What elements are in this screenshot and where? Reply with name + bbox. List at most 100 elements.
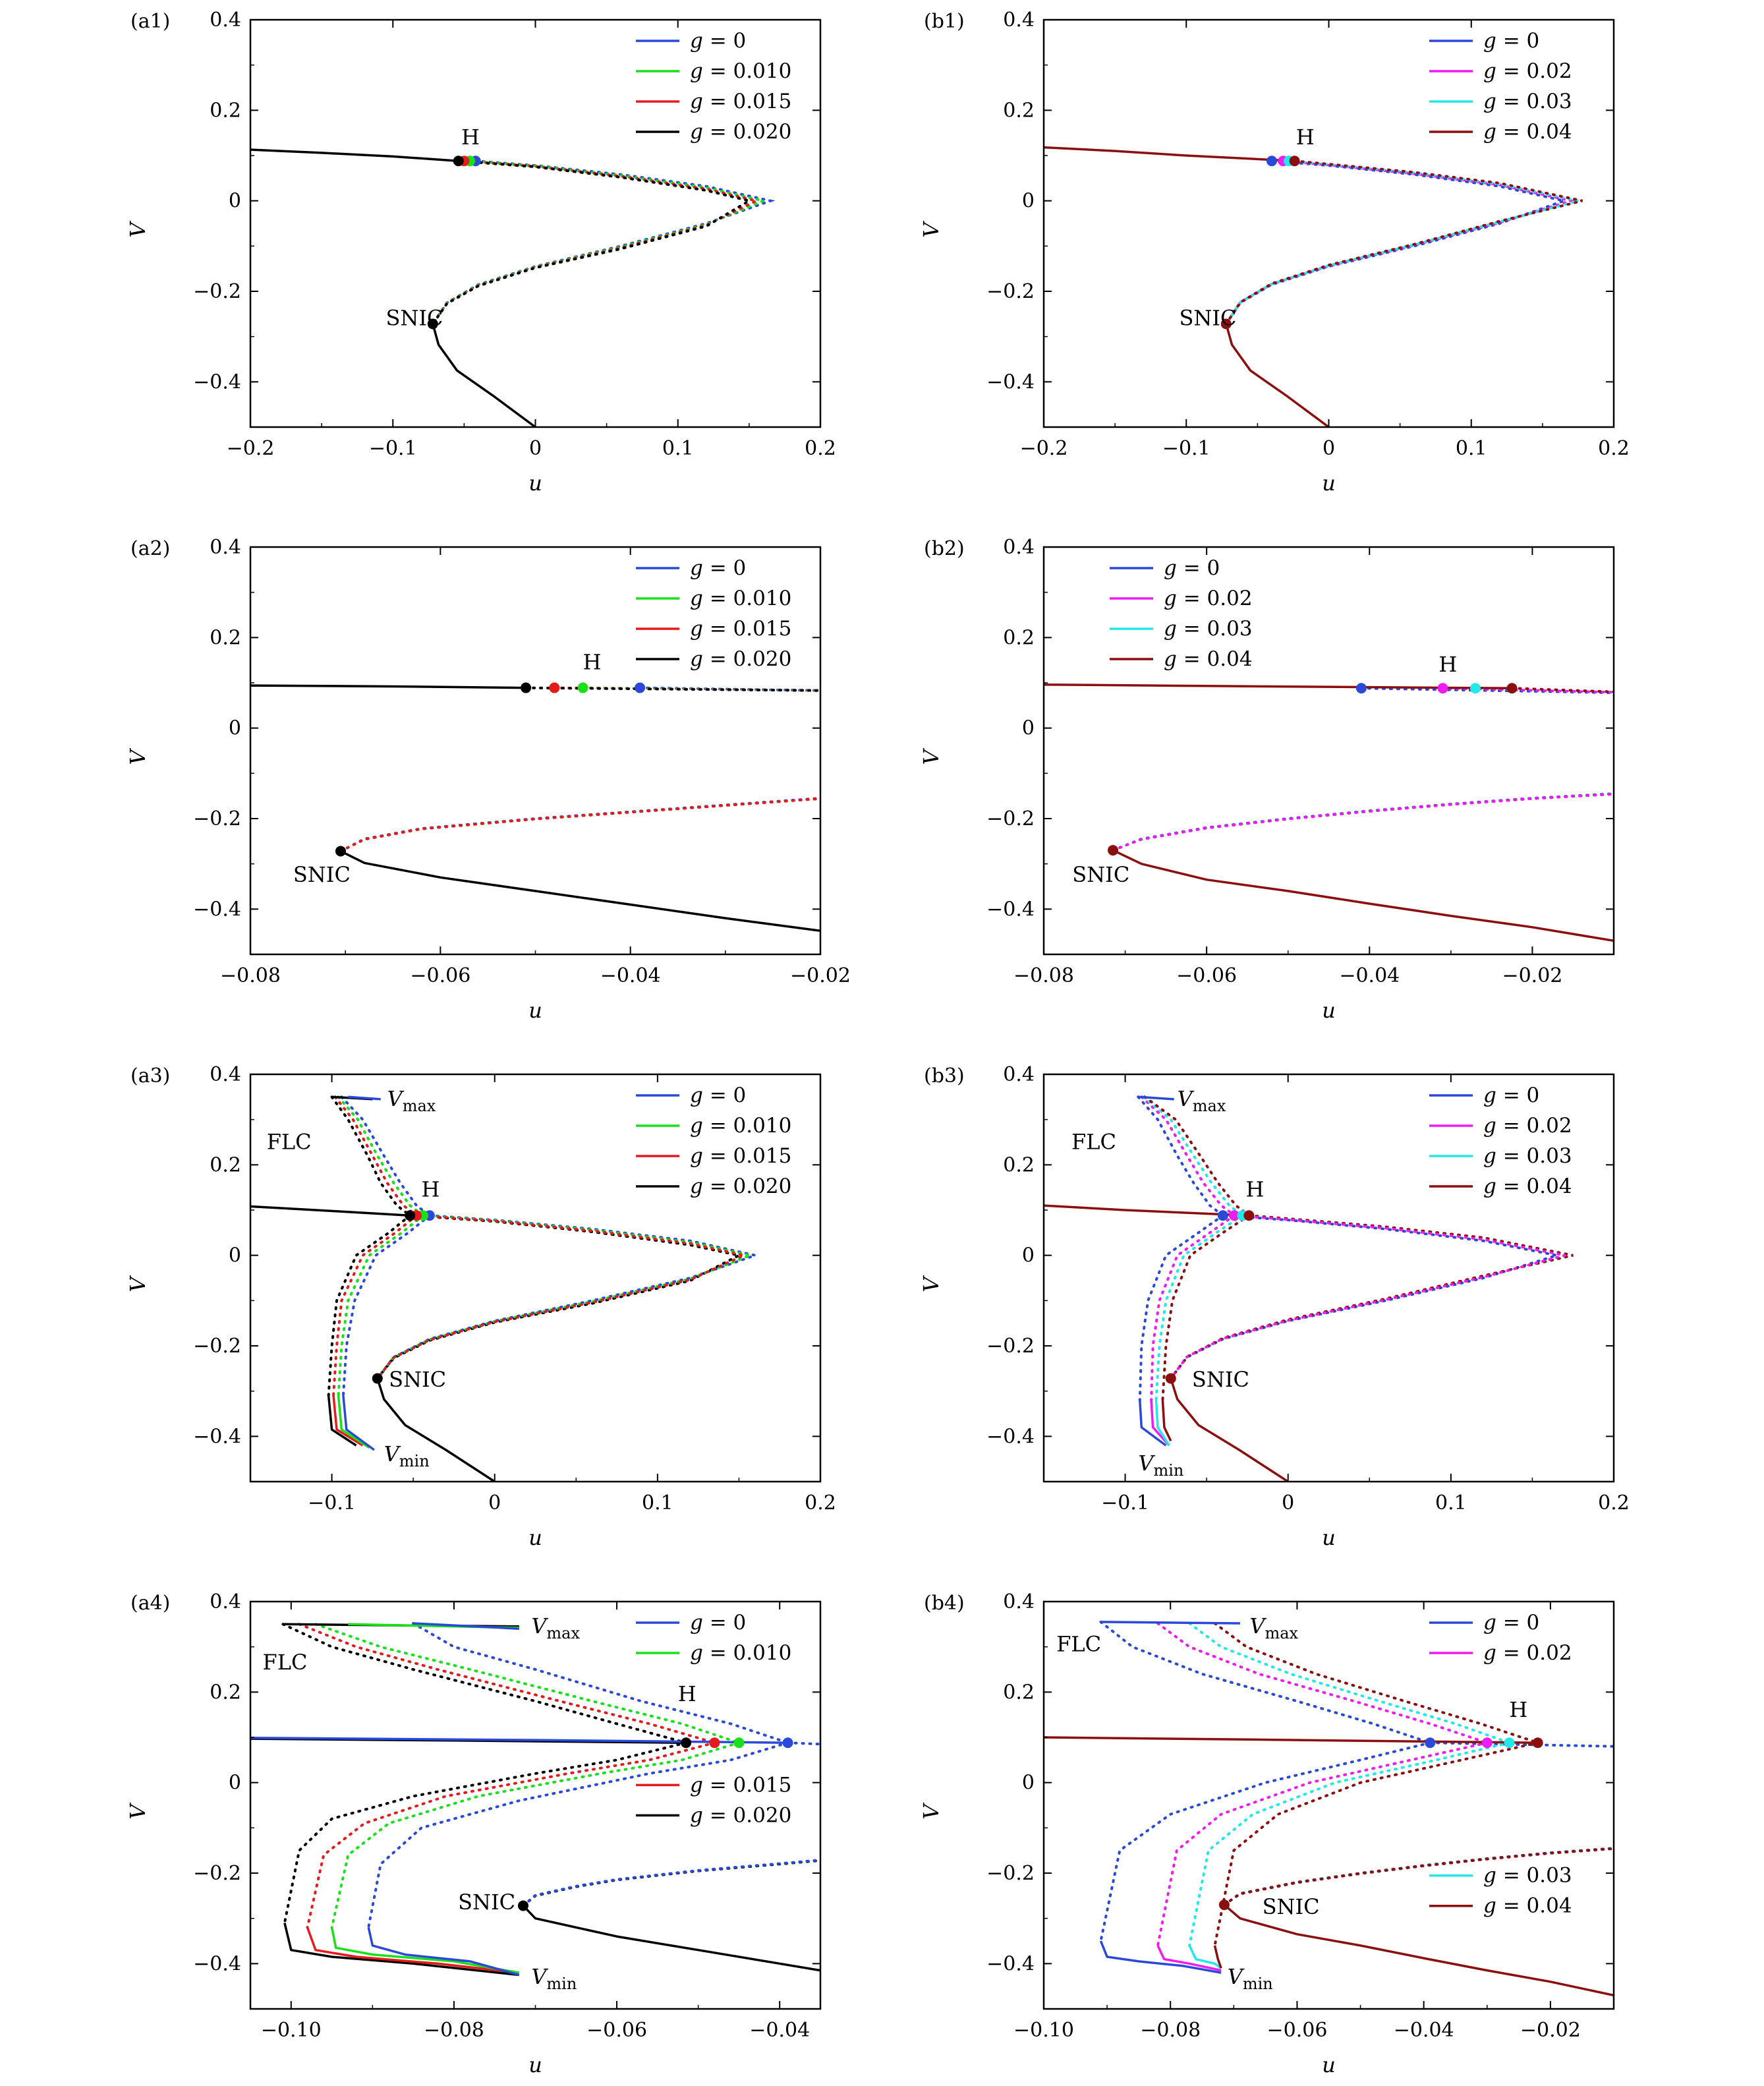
y-tick-label: 0.2 [1003, 1153, 1035, 1176]
unstable-branch-red [306, 1741, 716, 1929]
plot-frame [1042, 1073, 1615, 1483]
annotation-h: H [678, 1681, 697, 1706]
legend-label: g = 0.020 [690, 1803, 791, 1827]
unstable-branch-blue [1099, 1620, 1432, 1745]
bifurcation-point-darkred [1243, 1210, 1255, 1221]
unstable-branch-green [314, 1623, 741, 1745]
plot-area [250, 1622, 820, 1977]
y-tick-label: −0.2 [986, 807, 1035, 830]
y-tick-label: 0.4 [1003, 536, 1035, 559]
stable-branch-green [337, 1395, 370, 1449]
bifurcation-point-blue [782, 1737, 793, 1749]
x-tick-label: 0 [1282, 1492, 1294, 1515]
unstable-branch-magenta [1156, 1741, 1489, 1947]
legend-secondary: g = 0.015 g = 0.020 [636, 1773, 791, 1827]
bifurcation-point-darkred [1218, 1899, 1230, 1911]
stable-branch-black [376, 1377, 496, 1482]
unstable-branch-blue [376, 1214, 760, 1380]
legend-label: g = 0.03 [1483, 90, 1572, 113]
y-tick-label: −0.4 [986, 1425, 1035, 1448]
stable-branch-blue [413, 1622, 519, 1630]
y-tick-label: −0.4 [193, 370, 241, 393]
y-tick-label: 0.4 [1003, 1063, 1035, 1086]
y-tick-label: −0.4 [986, 1952, 1035, 1975]
panel-a4: −0.10 −0.08 −0.06 −0.04 −0.4 −0.2 0 0.2 0.4 u V (a4… [125, 1590, 822, 2077]
bifurcation-point-blue [1266, 156, 1277, 167]
y-tick-label: −0.2 [193, 807, 241, 830]
legend: g = 0 g = 0.02 g = 0.03 g = 0.04 [1110, 556, 1253, 671]
x-tick-label: −0.1 [369, 437, 417, 460]
stable-branch-darkred [1112, 849, 1614, 942]
plot-area [1044, 683, 1614, 942]
stable-branch-cyan [1154, 1400, 1170, 1447]
y-axis-label: V [919, 221, 944, 238]
v-max-label: Vmax [387, 1086, 436, 1115]
y-tick-label: 0 [229, 190, 241, 213]
panel-label: (a1) [130, 10, 170, 33]
y-tick-label: 0.2 [1003, 1681, 1035, 1704]
legend: g = 0 g = 0.02 [1429, 1611, 1572, 1665]
bifurcation-point-red [549, 682, 560, 693]
stable-branch-blue [342, 1395, 375, 1451]
legend-label: g = 0.020 [690, 647, 791, 671]
legend-label: g = 0.020 [690, 1174, 791, 1198]
unstable-branch-cyan [1141, 1095, 1244, 1217]
y-tick-label: 0.2 [1003, 99, 1035, 122]
stable-branch-darkred [1044, 146, 1295, 162]
plot-frame [249, 1073, 822, 1483]
annotation-snic: SNIC [385, 306, 443, 331]
y-tick-label: 0.4 [1003, 9, 1035, 32]
bifurcation-point-cyan [1504, 1737, 1515, 1749]
y-axis-label: V [125, 1803, 150, 1820]
plot-area [1044, 1095, 1574, 1482]
panel-a1: −0.2 −0.1 0 0.1 0.2 −0.4 −0.2 0 0.2 0.4 u V (a1) H SNI… [125, 9, 836, 496]
unstable-branch-red [339, 797, 820, 853]
unstable-branch-green [376, 1214, 755, 1380]
bifurcation-point-black [517, 1900, 528, 1911]
legend: g = 0 g = 0.02 g = 0.03 g = 0.04 [1429, 1084, 1572, 1198]
plot-area [1044, 146, 1583, 427]
x-tick-label: −0.04 [1394, 2019, 1454, 2042]
x-tick-label: −0.1 [308, 1492, 356, 1515]
legend-label: g = 0 [690, 1084, 746, 1107]
x-tick-label: 0.2 [805, 437, 836, 460]
x-tick-label: −0.08 [220, 964, 281, 987]
x-tick-label: −0.04 [749, 2019, 810, 2042]
y-tick-label: 0 [1022, 1244, 1035, 1267]
bifurcation-point-darkred [1108, 845, 1119, 856]
bifurcation-point-red [709, 1737, 720, 1749]
x-axis-label: u [528, 471, 542, 496]
unstable-branch-black [431, 159, 753, 326]
stable-branch-magenta [1156, 1945, 1222, 1972]
unstable-branch-blue [431, 159, 776, 326]
y-tick-label: −0.2 [986, 1335, 1035, 1358]
x-tick-label: −0.2 [227, 437, 275, 460]
annotation-snic: SNIC [389, 1367, 446, 1392]
bifurcation-point-green [577, 682, 588, 693]
unstable-branch-blue [786, 1741, 820, 1746]
bifurcation-point-magenta [1229, 1210, 1240, 1221]
v-min-label: Vmin [531, 1964, 577, 1993]
annotation-snic: SNIC [1263, 1894, 1320, 1919]
y-tick-label: −0.4 [193, 1425, 241, 1448]
bifurcation-point-darkred [1532, 1737, 1543, 1749]
y-tick-label: 0.2 [210, 1681, 241, 1704]
x-tick-label: −0.2 [1020, 437, 1068, 460]
legend-secondary: g = 0.03 g = 0.04 [1429, 1864, 1572, 1918]
unstable-branch-green [337, 1095, 424, 1217]
annotation-h: H [583, 649, 602, 674]
y-tick-label: 0 [229, 1772, 241, 1795]
stable-branch-cyan [1188, 1945, 1222, 1969]
bifurcation-point-darkred [1506, 683, 1518, 694]
x-axis-label: u [1322, 471, 1336, 496]
stable-branch-darkred [1044, 1204, 1249, 1217]
stable-branch-black [327, 1395, 357, 1447]
y-tick-label: −0.2 [986, 1862, 1035, 1885]
annotation-snic: SNIC [1179, 306, 1236, 331]
panel-label: (b4) [924, 1592, 965, 1615]
x-axis-label: u [1322, 2052, 1336, 2077]
x-tick-label: −0.08 [1013, 964, 1074, 987]
x-tick-label: −0.04 [1339, 964, 1400, 987]
legend-label: g = 0.02 [1483, 1641, 1572, 1665]
panel-b2: −0.08 −0.06 −0.04 −0.02 −0.4 −0.2 0 0.2 0.4 u V (b2… [919, 536, 1615, 1023]
